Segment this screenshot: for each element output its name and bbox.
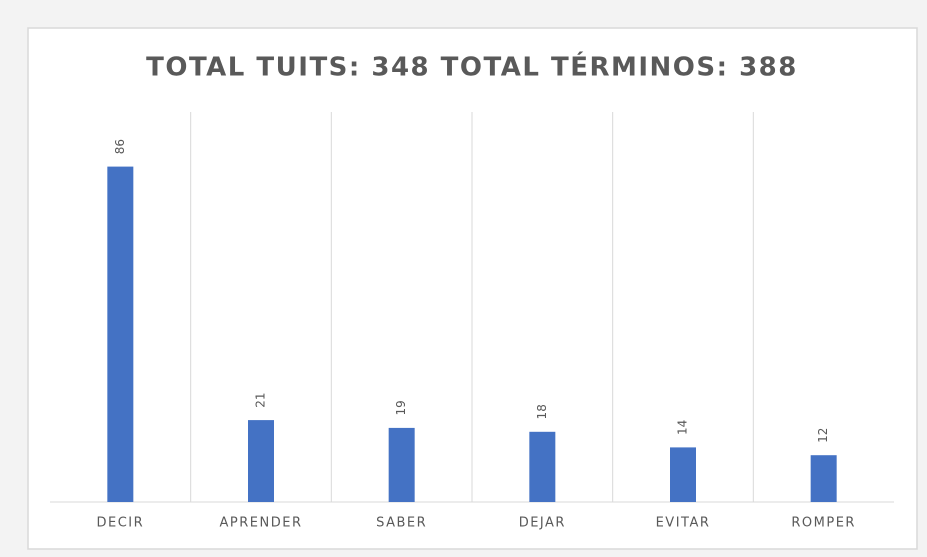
data-label: 14 — [676, 420, 690, 435]
x-tick-label: SABER — [376, 516, 427, 531]
bar — [529, 431, 556, 502]
data-label: 12 — [816, 428, 830, 443]
bar — [670, 447, 696, 502]
bar — [388, 427, 415, 502]
bar — [107, 166, 134, 502]
x-tick-label: APRENDER — [220, 516, 303, 531]
bar — [810, 455, 837, 502]
data-label: 18 — [535, 404, 549, 419]
chart-title: TOTAL TUITS: 348 TOTAL TÉRMINOS: 388 — [146, 51, 798, 83]
data-label: 86 — [113, 139, 127, 154]
x-tick-label: EVITAR — [656, 516, 711, 531]
data-label: 19 — [394, 400, 408, 415]
x-tick-label: DEJAR — [519, 516, 566, 531]
bar — [248, 420, 274, 502]
x-tick-label: ROMPER — [791, 516, 856, 531]
data-label: 21 — [254, 392, 268, 407]
x-tick-label: DECIR — [96, 516, 144, 531]
